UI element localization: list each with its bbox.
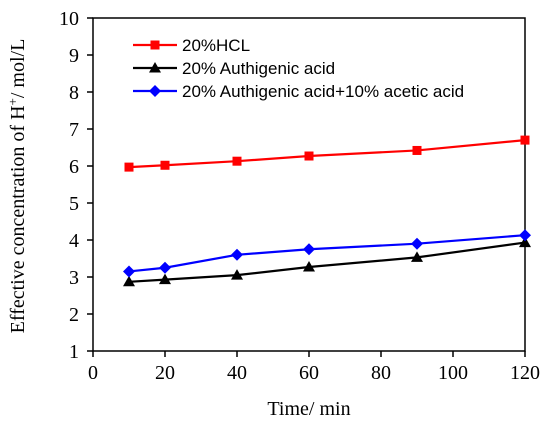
data-point — [232, 156, 242, 166]
x-tick-label: 20 — [155, 362, 175, 384]
y-tick-label: 1 — [69, 341, 79, 363]
data-point — [231, 248, 243, 261]
data-point — [304, 151, 314, 161]
data-point — [123, 265, 135, 278]
y-axis-title-tail: / mol/L — [7, 39, 29, 98]
y-tick-label: 3 — [69, 267, 79, 289]
data-point — [412, 145, 422, 155]
data-point — [519, 229, 531, 242]
series-layer — [123, 135, 531, 287]
legend-marker — [149, 62, 161, 73]
legend-marker — [150, 40, 160, 50]
legend-label: 20%HCL — [182, 36, 250, 55]
x-tick-label: 0 — [88, 362, 98, 384]
data-point — [411, 237, 423, 250]
x-axis-title: Time/ min — [267, 398, 350, 420]
axes: 0 20 40 60 80 100 120 1 2 3 4 5 6 7 8 9 10 — [59, 8, 540, 384]
x-tick-label: 80 — [371, 362, 391, 384]
y-tick-label: 10 — [59, 8, 79, 30]
data-point — [411, 251, 423, 262]
y-axis-title-main: Effective concentration of H — [7, 105, 29, 333]
x-tick-label: 40 — [227, 362, 247, 384]
data-point — [520, 135, 530, 145]
data-point — [231, 269, 243, 280]
legend-entry-2: 20% Authigenic acid — [133, 59, 335, 78]
y-tick-label: 5 — [69, 193, 79, 215]
y-tick-label: 4 — [69, 230, 79, 252]
series-1 — [124, 135, 530, 172]
data-point — [303, 243, 315, 256]
y-tick-label: 2 — [69, 304, 79, 326]
data-point — [160, 160, 170, 170]
data-point — [159, 273, 171, 285]
x-tick-label: 100 — [438, 362, 468, 384]
legend-entry-3: 20% Authigenic acid+10% acetic acid — [133, 82, 464, 101]
series-3 — [123, 229, 531, 278]
x-tick-label: 120 — [510, 362, 540, 384]
y-tick-label: 8 — [69, 82, 79, 104]
y-axis-title-sup: + — [5, 98, 20, 105]
legend-label: 20% Authigenic acid+10% acetic acid — [182, 82, 464, 101]
series-line — [128, 241, 526, 283]
series-line — [128, 234, 526, 273]
legend-label: 20% Authigenic acid — [182, 59, 335, 78]
legend-entry-1: 20%HCL — [133, 36, 250, 55]
data-point — [303, 261, 315, 272]
y-tick-label: 9 — [69, 45, 79, 67]
legend: 20%HCL 20% Authigenic acid 20% Authigenic … — [133, 36, 464, 101]
x-tick-label: 60 — [299, 362, 319, 384]
data-point — [123, 275, 135, 287]
data-point — [159, 261, 171, 274]
y-tick-label: 7 — [69, 119, 79, 141]
series-line — [128, 139, 526, 169]
y-tick-label: 6 — [69, 156, 79, 178]
data-point — [124, 162, 134, 172]
data-point — [519, 236, 531, 248]
y-axis-title: Effective concentration of H+/ mol/L — [5, 39, 30, 334]
legend-marker — [149, 85, 161, 97]
series-2 — [123, 236, 531, 287]
